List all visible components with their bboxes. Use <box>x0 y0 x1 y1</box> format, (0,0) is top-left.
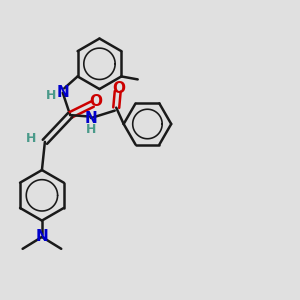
Text: O: O <box>89 94 102 109</box>
Text: H: H <box>86 123 97 136</box>
Text: N: N <box>36 230 48 244</box>
Text: H: H <box>26 132 37 146</box>
Text: O: O <box>113 81 126 96</box>
Text: N: N <box>56 85 69 100</box>
Text: H: H <box>46 89 57 102</box>
Text: N: N <box>85 110 97 125</box>
